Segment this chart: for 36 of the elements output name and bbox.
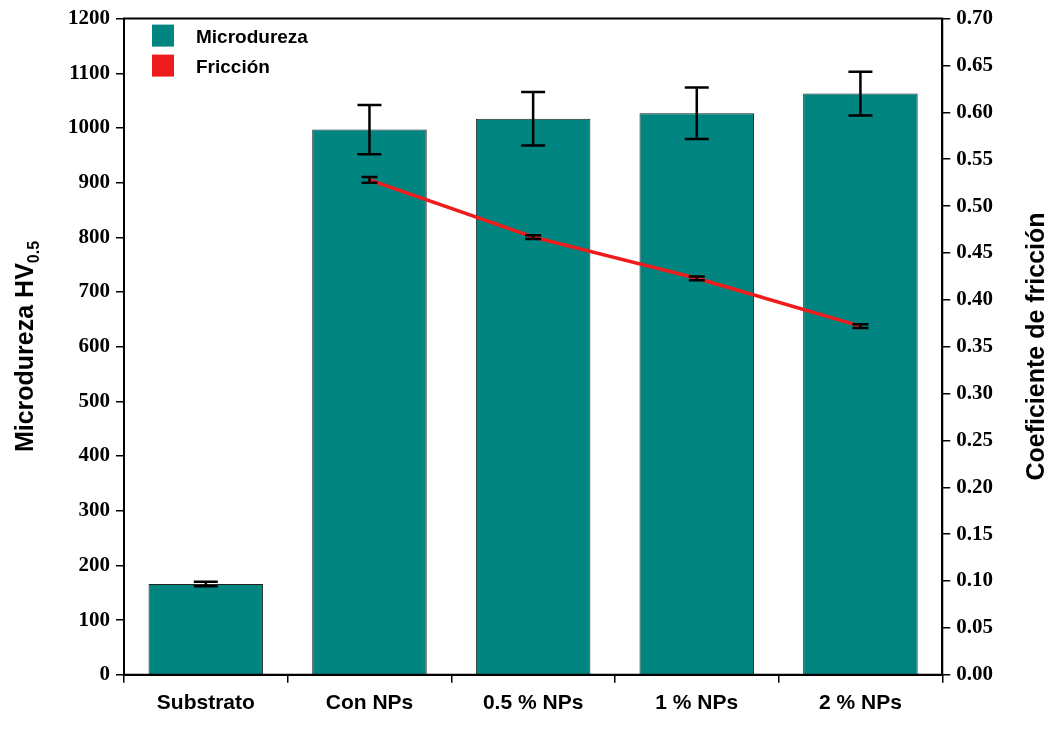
legend-label: Fricción — [196, 55, 270, 77]
y2-axis-title: Coeficiente de fricción — [1020, 212, 1050, 481]
y-tick-label: 0 — [99, 661, 110, 686]
x-tick-label: 1 % NPs — [655, 690, 739, 714]
y2-tick-label: 0.20 — [956, 473, 993, 498]
y-tick-label: 1200 — [68, 5, 110, 30]
y-tick-label: 1000 — [68, 114, 110, 139]
y-tick-label: 800 — [78, 223, 110, 248]
y2-tick-label: 0.15 — [956, 520, 993, 545]
y2-tick-label: 0.70 — [956, 5, 993, 30]
y2-tick-label: 0.45 — [956, 239, 993, 264]
y2-tick-label: 0.40 — [956, 286, 993, 311]
y2-tick-label: 0.10 — [956, 567, 993, 592]
y2-tick-label: 0.25 — [956, 426, 993, 451]
x-tick-label: Substrato — [156, 690, 255, 714]
x-tick-label: 0.5 % NPs — [482, 690, 584, 714]
x-tick-label: 2 % NPs — [818, 690, 902, 714]
legend-label: Microdureza — [196, 25, 309, 47]
y-tick-label: 600 — [78, 333, 110, 358]
y2-tick-label: 0.60 — [956, 98, 993, 123]
y2-tick-label: 0.00 — [956, 661, 993, 686]
y-tick-label: 300 — [78, 497, 110, 522]
y-tick-label: 500 — [78, 387, 110, 412]
x-tick-label: Con NPs — [325, 690, 414, 714]
y-tick-label: 200 — [78, 551, 110, 576]
y2-tick-label: 0.50 — [956, 192, 993, 217]
y2-tick-label: 0.05 — [956, 614, 993, 639]
y-tick-label: 900 — [78, 169, 110, 194]
y2-tick-label: 0.35 — [956, 333, 993, 358]
y-tick-label: 100 — [78, 606, 110, 631]
y-tick-label: 700 — [78, 278, 110, 303]
y2-tick-label: 0.65 — [956, 51, 993, 76]
y2-tick-label: 0.30 — [956, 379, 993, 404]
y-tick-label: 1100 — [69, 59, 110, 84]
y2-tick-label: 0.55 — [956, 145, 993, 170]
y-tick-label: 400 — [78, 442, 110, 467]
